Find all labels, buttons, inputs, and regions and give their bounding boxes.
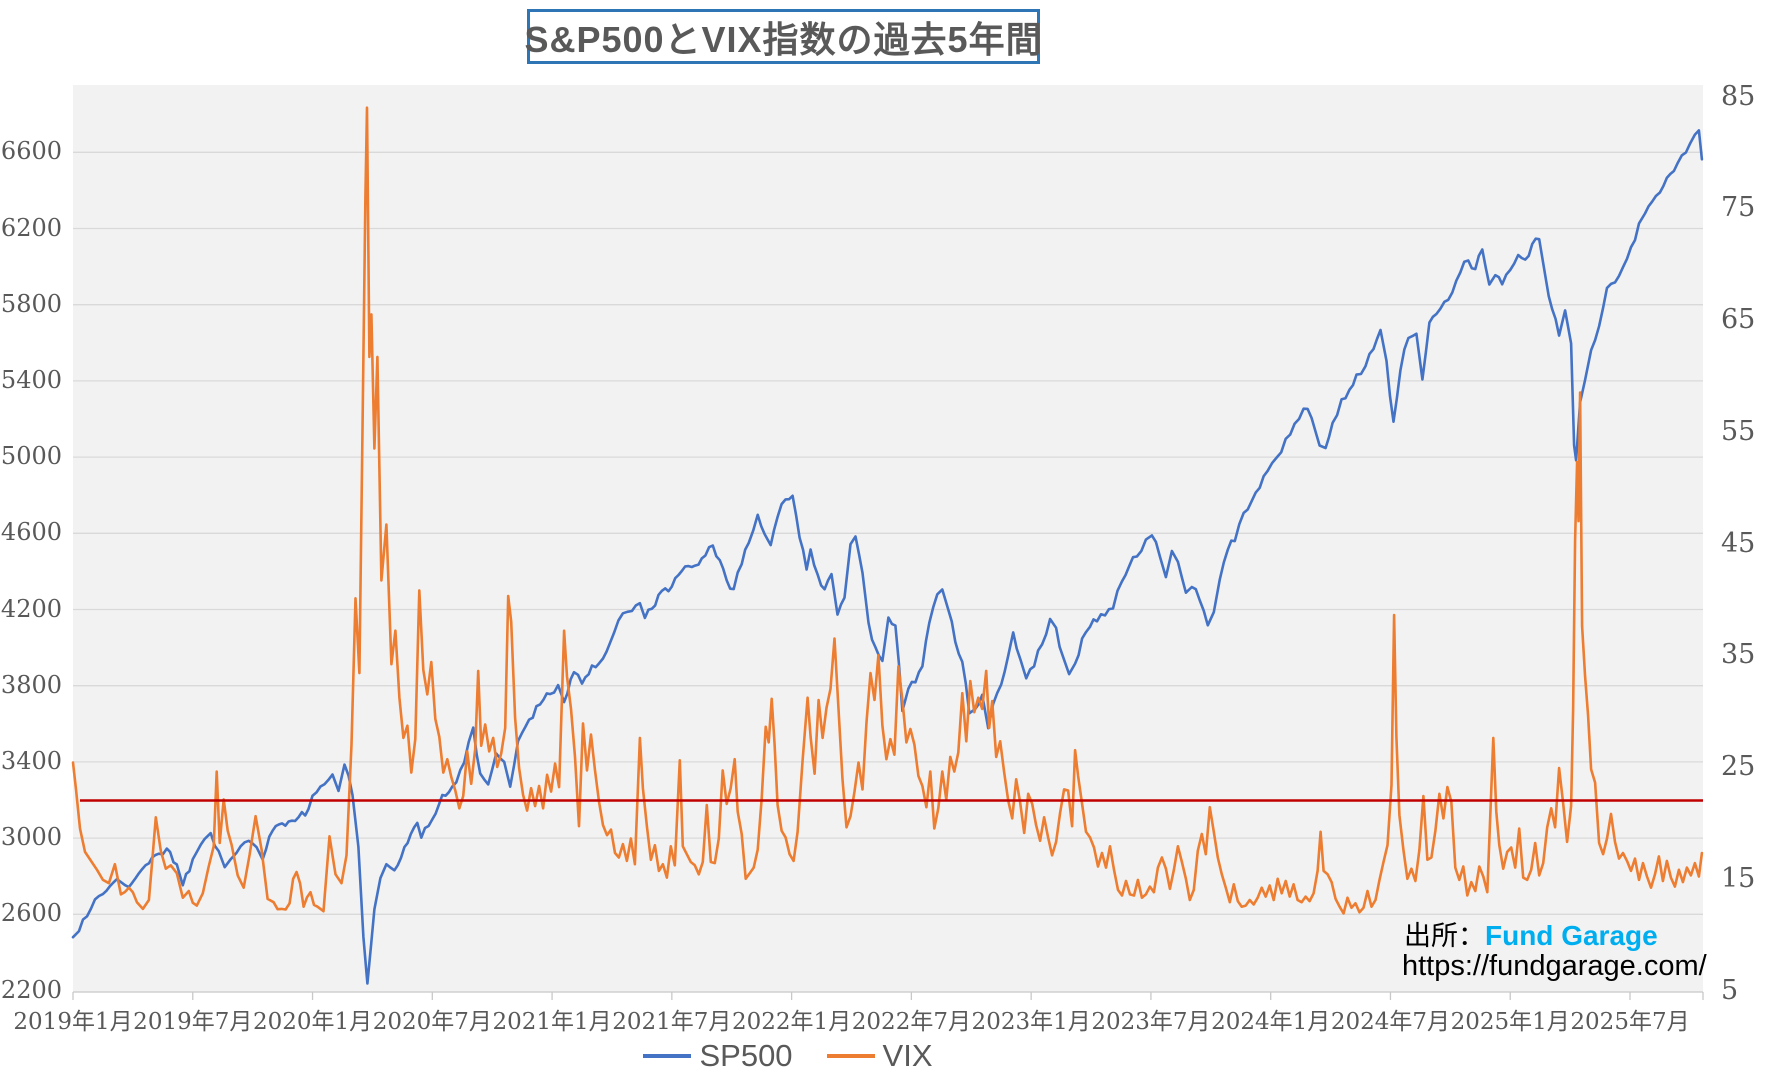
x-axis-tick-label: 2019年1月 bbox=[13, 1009, 133, 1035]
right-axis-tick-label: 45 bbox=[1721, 527, 1756, 559]
right-axis-tick-label: 5 bbox=[1721, 974, 1739, 1006]
left-axis-tick-label: 5000 bbox=[0, 442, 62, 471]
x-axis-tick-label: 2020年7月 bbox=[372, 1009, 492, 1035]
right-axis-tick-label: 75 bbox=[1721, 192, 1756, 224]
right-axis-tick-label: 25 bbox=[1721, 751, 1756, 782]
legend-label-sp500: SP500 bbox=[699, 1038, 793, 1073]
left-axis-tick-label: 2200 bbox=[0, 975, 62, 1004]
left-axis-tick-label: 4200 bbox=[0, 594, 62, 623]
x-axis-tick-label: 2024年1月 bbox=[1211, 1009, 1331, 1035]
right-axis-tick-label: 55 bbox=[1721, 415, 1756, 447]
source-url: https://fundgarage.com/ bbox=[1402, 950, 1707, 982]
left-axis-tick-label: 3800 bbox=[0, 670, 62, 699]
x-axis-tick-label: 2021年7月 bbox=[612, 1009, 732, 1035]
right-axis-tick-label: 15 bbox=[1721, 862, 1756, 894]
left-axis-tick-label: 5400 bbox=[0, 365, 62, 394]
x-axis-tick-label: 2020年1月 bbox=[252, 1009, 373, 1035]
left-axis-tick-label: 6200 bbox=[0, 213, 62, 242]
chart-title-box: S&P500とVIX指数の過去5年間 bbox=[524, 9, 1043, 64]
legend-item-sp500: SP500 bbox=[643, 1038, 793, 1074]
left-axis-tick-label: 5800 bbox=[0, 289, 62, 318]
source-brand: Fund Garage bbox=[1485, 920, 1658, 951]
right-axis-tick-label: 85 bbox=[1721, 80, 1756, 112]
x-axis-tick-label: 2022年1月 bbox=[732, 1009, 852, 1035]
sp500-line bbox=[71, 129, 1704, 985]
left-axis-tick-label: 2600 bbox=[0, 899, 62, 928]
legend-item-vix: VIX bbox=[826, 1038, 933, 1074]
left-axis-tick-label: 4600 bbox=[0, 518, 62, 547]
vix-line bbox=[71, 106, 1704, 915]
x-axis-tick-label: 2025年1月 bbox=[1450, 1009, 1570, 1035]
legend: SP500 VIX bbox=[0, 1038, 1576, 1074]
chart-title-text: S&P500とVIX指数の過去5年間 bbox=[524, 18, 1043, 60]
left-axis-tick-label: 6600 bbox=[0, 137, 62, 166]
x-axis-tick-label: 2019年7月 bbox=[133, 1009, 253, 1035]
right-axis-tick-label: 35 bbox=[1721, 639, 1756, 671]
source-prefix: 出所： bbox=[1404, 921, 1485, 952]
x-axis-tick-label: 2025年7月 bbox=[1570, 1009, 1690, 1035]
left-axis-tick-label: 3400 bbox=[0, 746, 62, 775]
legend-label-vix: VIX bbox=[882, 1038, 933, 1073]
x-axis-tick-label: 2022年7月 bbox=[851, 1009, 971, 1035]
plot-background bbox=[73, 85, 1703, 992]
x-axis-tick-label: 2024年7月 bbox=[1330, 1009, 1451, 1035]
left-axis-tick-label: 3000 bbox=[0, 823, 62, 852]
vix-line-swatch-icon bbox=[826, 1054, 875, 1058]
x-axis-tick-label: 2023年7月 bbox=[1091, 1009, 1211, 1035]
right-axis-tick-label: 65 bbox=[1721, 304, 1756, 335]
x-axis-tick-label: 2021年1月 bbox=[492, 1009, 612, 1035]
x-axis-tick-label: 2023年1月 bbox=[971, 1009, 1091, 1035]
source-attribution: 出所：Fund Garage bbox=[1404, 914, 1658, 953]
sp500-line-swatch-icon bbox=[643, 1054, 692, 1058]
